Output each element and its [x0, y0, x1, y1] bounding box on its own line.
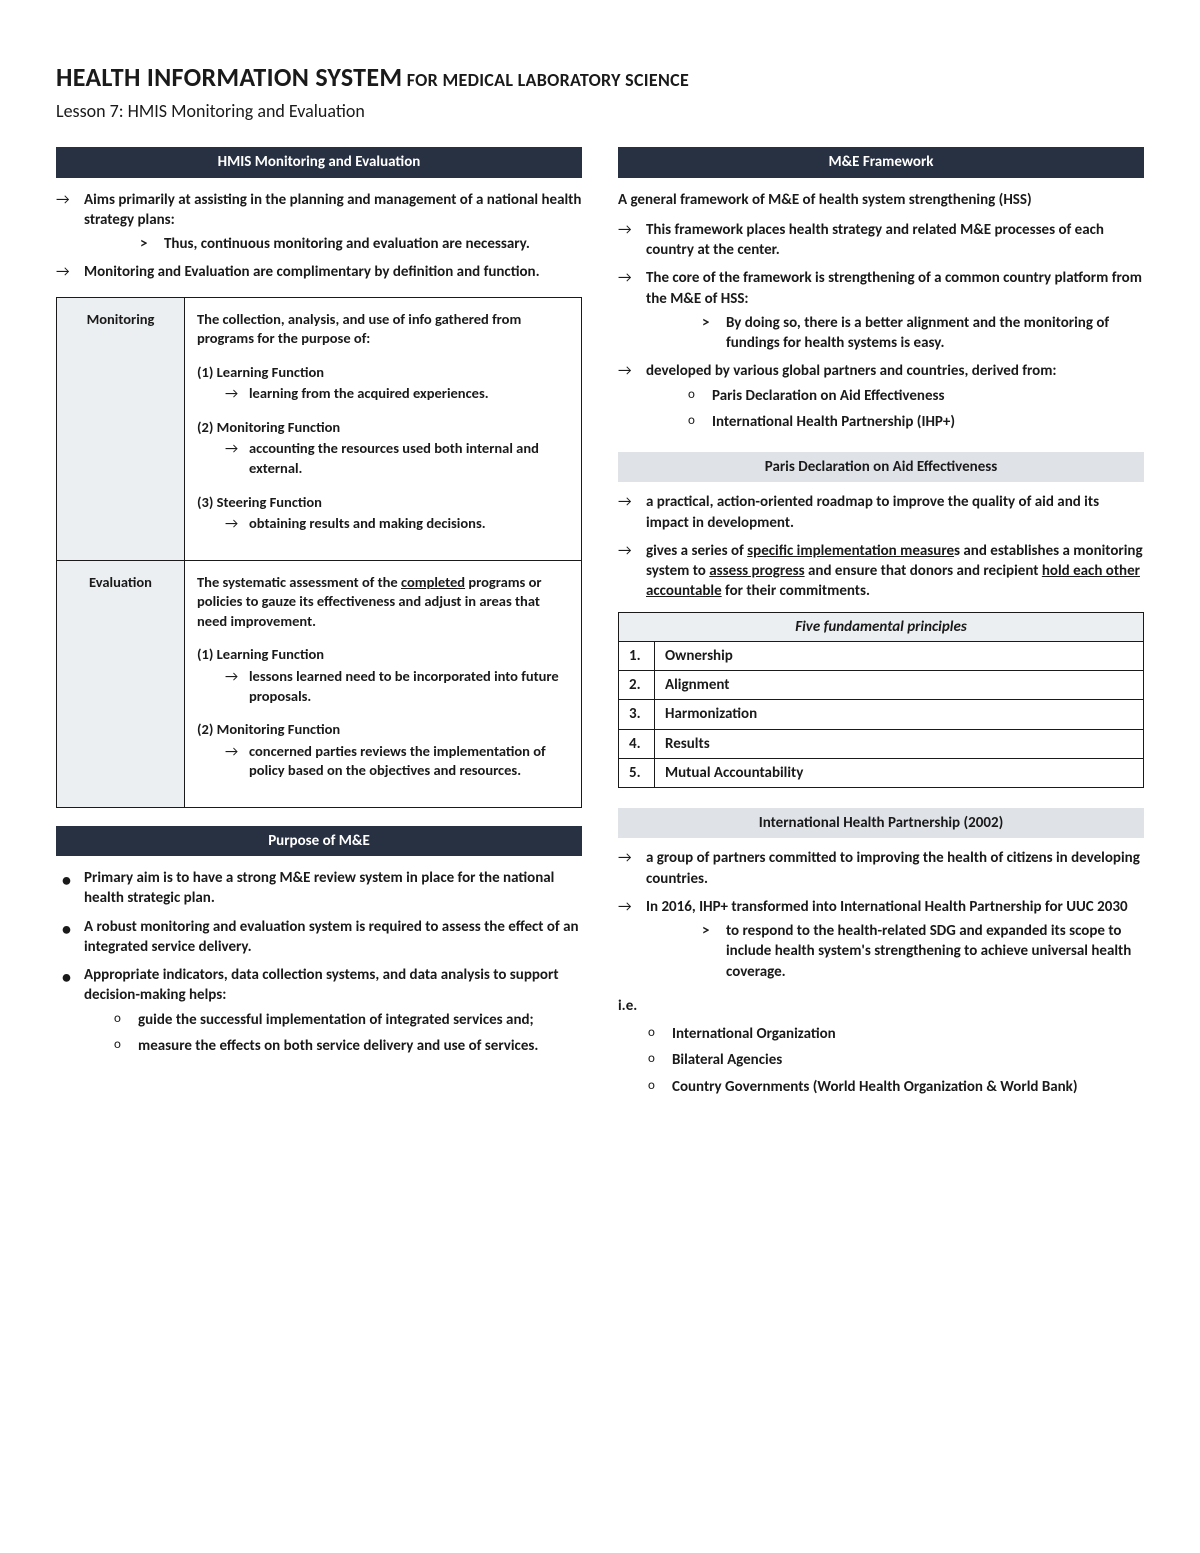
section-header-hmis: HMIS Monitoring and Evaluation [56, 147, 582, 177]
sublist: Thus, continuous monitoring and evaluati… [140, 234, 582, 254]
right-column: M&E Framework A general framework of M&E… [618, 147, 1144, 1103]
ie-list: International Organization Bilateral Age… [646, 1024, 1144, 1097]
principles-header: Five fundamental principles [619, 612, 1144, 641]
list-item: Thus, continuous monitoring and evaluati… [140, 234, 582, 254]
list-item: Country Governments (World Health Organi… [646, 1077, 1144, 1097]
sub-header-ihp: International Health Partnership (2002) [618, 808, 1144, 838]
cell: Mutual Accountability [655, 758, 1144, 787]
list-item: (2) Monitoring Function concerned partie… [197, 720, 569, 781]
list-item: A robust monitoring and evaluation syste… [56, 917, 582, 958]
cell-label: Monitoring [57, 297, 185, 560]
list-item: a practical, action-oriented roadmap to … [618, 492, 1144, 533]
list-item: learning from the acquired experiences. [225, 384, 569, 404]
cell: Harmonization [655, 700, 1144, 729]
section-header-purpose: Purpose of M&E [56, 826, 582, 856]
list-item: (2) Monitoring Function accounting the r… [197, 418, 569, 479]
list-item: Monitoring and Evaluation are compliment… [56, 262, 582, 282]
function-list: (1) Learning Function learning from the … [197, 363, 569, 534]
list-item: Appropriate indicators, data collection … [56, 965, 582, 1056]
sub-header-paris: Paris Declaration on Aid Effectiveness [618, 452, 1144, 482]
principles-table: Five fundamental principles 1.Ownership … [618, 612, 1144, 789]
list-item: (1) Learning Function lessons learned ne… [197, 645, 569, 706]
columns: HMIS Monitoring and Evaluation Aims prim… [56, 147, 1144, 1103]
cell-content: The systematic assessment of the complet… [185, 560, 582, 807]
list-item: International Health Partnership (IHP+) [686, 412, 1144, 432]
list-item: Primary aim is to have a strong M&E revi… [56, 868, 582, 909]
list-item: Aims primarily at assisting in the plann… [56, 190, 582, 255]
table-row: 5.Mutual Accountability [619, 758, 1144, 787]
list-item: a group of partners committed to improvi… [618, 848, 1144, 889]
framework-intro: A general framework of M&E of health sys… [618, 190, 1144, 210]
page-subtitle: Lesson 7: HMIS Monitoring and Evaluation [56, 99, 1144, 123]
cell: Alignment [655, 671, 1144, 700]
sublist: By doing so, there is a better alignment… [702, 313, 1144, 354]
list-item: lessons learned need to be incorporated … [225, 667, 569, 706]
purpose-list: Primary aim is to have a strong M&E revi… [56, 868, 582, 1056]
list-item: concerned parties reviews the implementa… [225, 742, 569, 781]
cell-label: Evaluation [57, 560, 185, 807]
list-item: This framework places health strategy an… [618, 220, 1144, 261]
page-header: HEALTH INFORMATION SYSTEM FOR MEDICAL LA… [56, 60, 1144, 123]
cell-content: The collection, analysis, and use of inf… [185, 297, 582, 560]
ie-label: i.e. [618, 996, 1144, 1016]
list-item: (3) Steering Function obtaining results … [197, 493, 569, 534]
list-item: to respond to the health-related SDG and… [702, 921, 1144, 982]
hmis-list: Aims primarily at assisting in the plann… [56, 190, 582, 283]
cell: Results [655, 729, 1144, 758]
sublist: to respond to the health-related SDG and… [702, 921, 1144, 982]
page-title: HEALTH INFORMATION SYSTEM FOR MEDICAL LA… [56, 60, 1144, 95]
paris-list: a practical, action-oriented roadmap to … [618, 492, 1144, 601]
list-item: (1) Learning Function learning from the … [197, 363, 569, 404]
list-item: Bilateral Agencies [646, 1050, 1144, 1070]
left-column: HMIS Monitoring and Evaluation Aims prim… [56, 147, 582, 1103]
list-item: developed by various global partners and… [618, 361, 1144, 432]
title-sub: FOR MEDICAL LABORATORY SCIENCE [402, 69, 689, 91]
list-item: The core of the framework is strengtheni… [618, 268, 1144, 353]
table-row: Evaluation The systematic assessment of … [57, 560, 582, 807]
list-item: Paris Declaration on Aid Effectiveness [686, 386, 1144, 406]
table-row: 4.Results [619, 729, 1144, 758]
list-item: gives a series of specific implementatio… [618, 541, 1144, 602]
cell: Ownership [655, 641, 1144, 670]
list-item: By doing so, there is a better alignment… [702, 313, 1144, 354]
function-list: (1) Learning Function lessons learned ne… [197, 645, 569, 780]
table-row: 2.Alignment [619, 671, 1144, 700]
list-item: In 2016, IHP+ transformed into Internati… [618, 897, 1144, 982]
ihp-list: a group of partners committed to improvi… [618, 848, 1144, 982]
framework-list: This framework places health strategy an… [618, 220, 1144, 432]
list-item: International Organization [646, 1024, 1144, 1044]
list-item: guide the successful implementation of i… [112, 1010, 582, 1030]
list-item: measure the effects on both service deli… [112, 1036, 582, 1056]
table-row: 3.Harmonization [619, 700, 1144, 729]
title-main: HEALTH INFORMATION SYSTEM [56, 61, 402, 93]
definition-table: Monitoring The collection, analysis, and… [56, 297, 582, 808]
list-item: obtaining results and making decisions. [225, 514, 569, 534]
section-header-framework: M&E Framework [618, 147, 1144, 177]
list-item: accounting the resources used both inter… [225, 439, 569, 478]
sublist: Paris Declaration on Aid Effectiveness I… [686, 386, 1144, 433]
table-row: Monitoring The collection, analysis, and… [57, 297, 582, 560]
sublist: guide the successful implementation of i… [112, 1010, 582, 1057]
table-row: 1.Ownership [619, 641, 1144, 670]
